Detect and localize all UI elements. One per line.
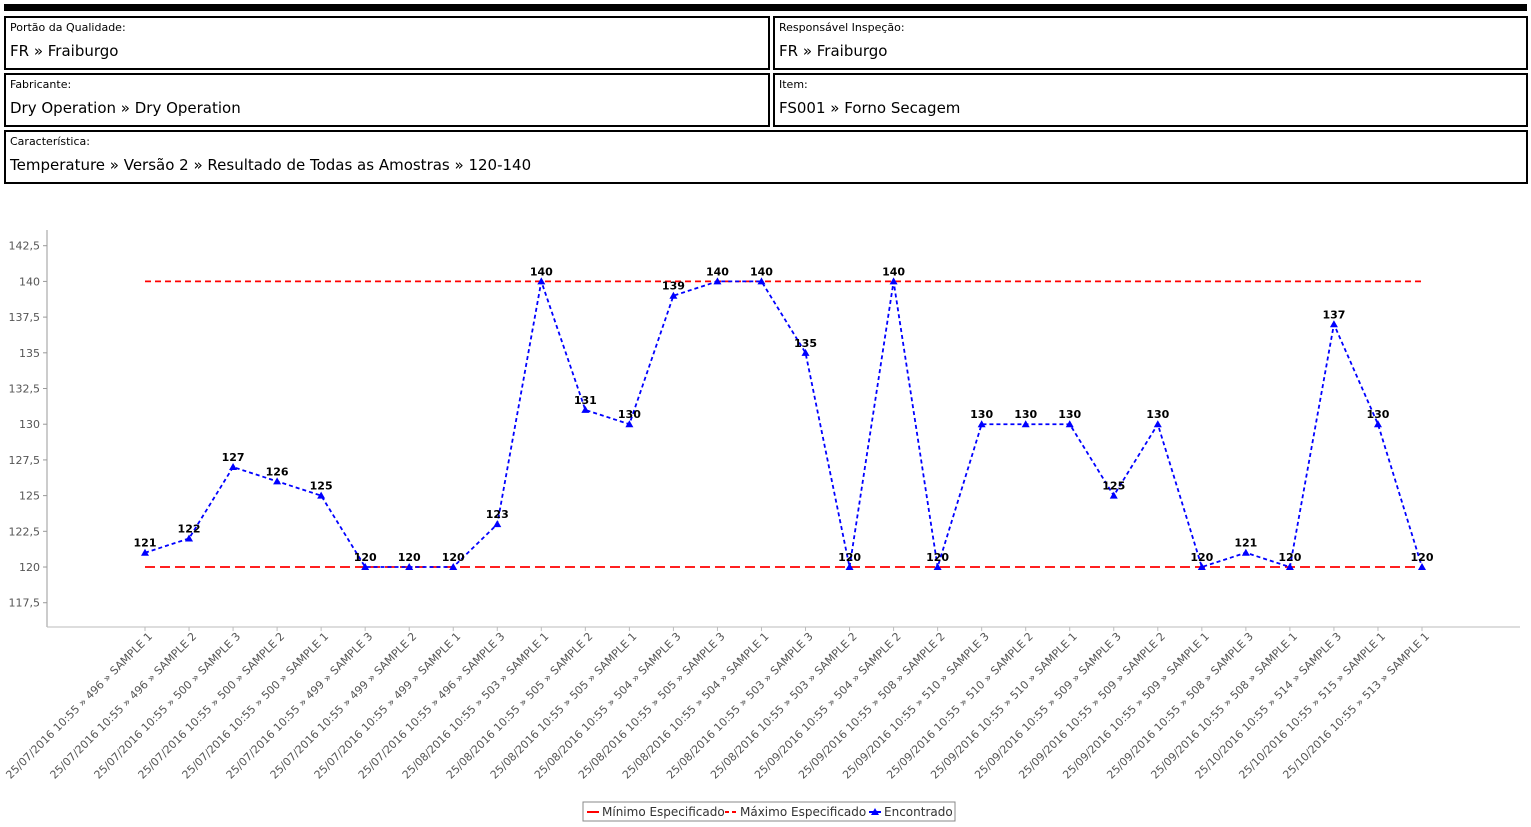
field: Portão da Qualidade: FR » Fraiburgo [4,16,770,70]
data-label: 131 [574,394,597,407]
data-label: 125 [1102,480,1125,493]
legend-label: Mínimo Especificado [602,805,725,819]
field-value: Dry Operation » Dry Operation [10,99,241,117]
field-label: Responsável Inspeção: [779,21,905,34]
point-marker [1109,491,1118,499]
field-value: FR » Fraiburgo [10,42,119,60]
y-tick-label: 137,5 [9,311,41,324]
data-label: 137 [1322,308,1345,321]
point-marker [1373,420,1382,428]
legend-box [582,801,956,822]
data-label: 121 [1234,537,1257,550]
point-marker [757,277,766,285]
legend-label: Máximo Especificado [740,805,866,819]
data-label: 130 [1366,408,1389,421]
data-label: 130 [1014,408,1037,421]
data-label: 140 [750,265,773,278]
data-label: 120 [838,551,861,564]
data-label: 127 [222,451,245,464]
point-marker [1241,548,1250,556]
field: Característica: Temperature » Versão 2 » … [4,130,1528,184]
point-marker [1065,420,1074,428]
data-label: 120 [442,551,465,564]
y-tick-label: 140 [19,275,40,288]
point-marker [581,405,590,413]
point-marker [405,563,414,571]
data-label: 120 [354,551,377,564]
point-marker [977,420,986,428]
field-label: Item: [779,78,808,91]
point-marker [1153,420,1162,428]
data-label: 120 [1411,551,1434,564]
legend-label: Encontrado [884,805,953,819]
point-marker [1197,563,1206,571]
y-tick-label: 127,5 [9,454,41,467]
data-label: 140 [530,265,553,278]
field-label: Portão da Qualidade: [10,21,126,34]
data-label: 125 [310,480,333,493]
data-label: 140 [706,265,729,278]
y-tick-label: 132,5 [9,383,41,396]
point-marker [493,520,502,528]
point-marker [669,291,678,299]
field-value: FR » Fraiburgo [779,42,888,60]
point-marker [449,563,458,571]
data-label: 130 [1146,408,1169,421]
data-label: 120 [1190,551,1213,564]
y-tick-label: 117,5 [9,597,41,610]
point-marker [273,477,282,485]
y-tick-label: 125 [19,490,40,503]
y-tick-label: 135 [19,347,40,360]
data-label: 120 [926,551,949,564]
point-marker [185,534,194,542]
field: Fabricante: Dry Operation » Dry Operation [4,73,770,127]
point-marker [801,348,810,356]
header-bar [4,4,1527,11]
field-value: Temperature » Versão 2 » Resultado de To… [10,156,532,174]
data-label: 130 [618,408,641,421]
point-marker [141,548,149,556]
field-label: Fabricante: [10,78,72,91]
field: Item: FS001 » Forno Secagem [773,73,1528,127]
point-marker [537,277,546,285]
y-tick-label: 130 [19,418,40,431]
point-marker [845,563,854,571]
y-tick-label: 122,5 [9,525,41,538]
data-label: 120 [398,551,421,564]
point-marker [713,277,722,285]
data-label: 120 [1278,551,1301,564]
field-value: FS001 » Forno Secagem [779,99,961,117]
data-label: 126 [266,465,289,478]
field-label: Característica: [10,135,90,148]
legend-marker [871,808,879,815]
series-line [144,277,1423,569]
point-marker [889,277,898,285]
point-marker [1418,563,1426,571]
data-label: 123 [486,508,509,521]
data-label: 140 [882,265,905,278]
data-label: 139 [662,280,685,293]
point-marker [1285,563,1294,571]
y-tick-label: 142,5 [9,240,41,253]
data-label: 130 [970,408,993,421]
field: Responsável Inspeção: FR » Fraiburgo [773,16,1528,70]
point-marker [1329,320,1338,328]
data-label: 135 [794,337,817,350]
point-marker [625,420,634,428]
point-marker [229,463,238,471]
point-marker [317,491,326,499]
point-marker [361,563,370,571]
point-marker [933,563,942,571]
data-label: 130 [1058,408,1081,421]
point-marker [1021,420,1030,428]
data-label: 121 [134,537,157,550]
data-label: 122 [178,522,201,535]
y-tick-label: 120 [19,561,40,574]
